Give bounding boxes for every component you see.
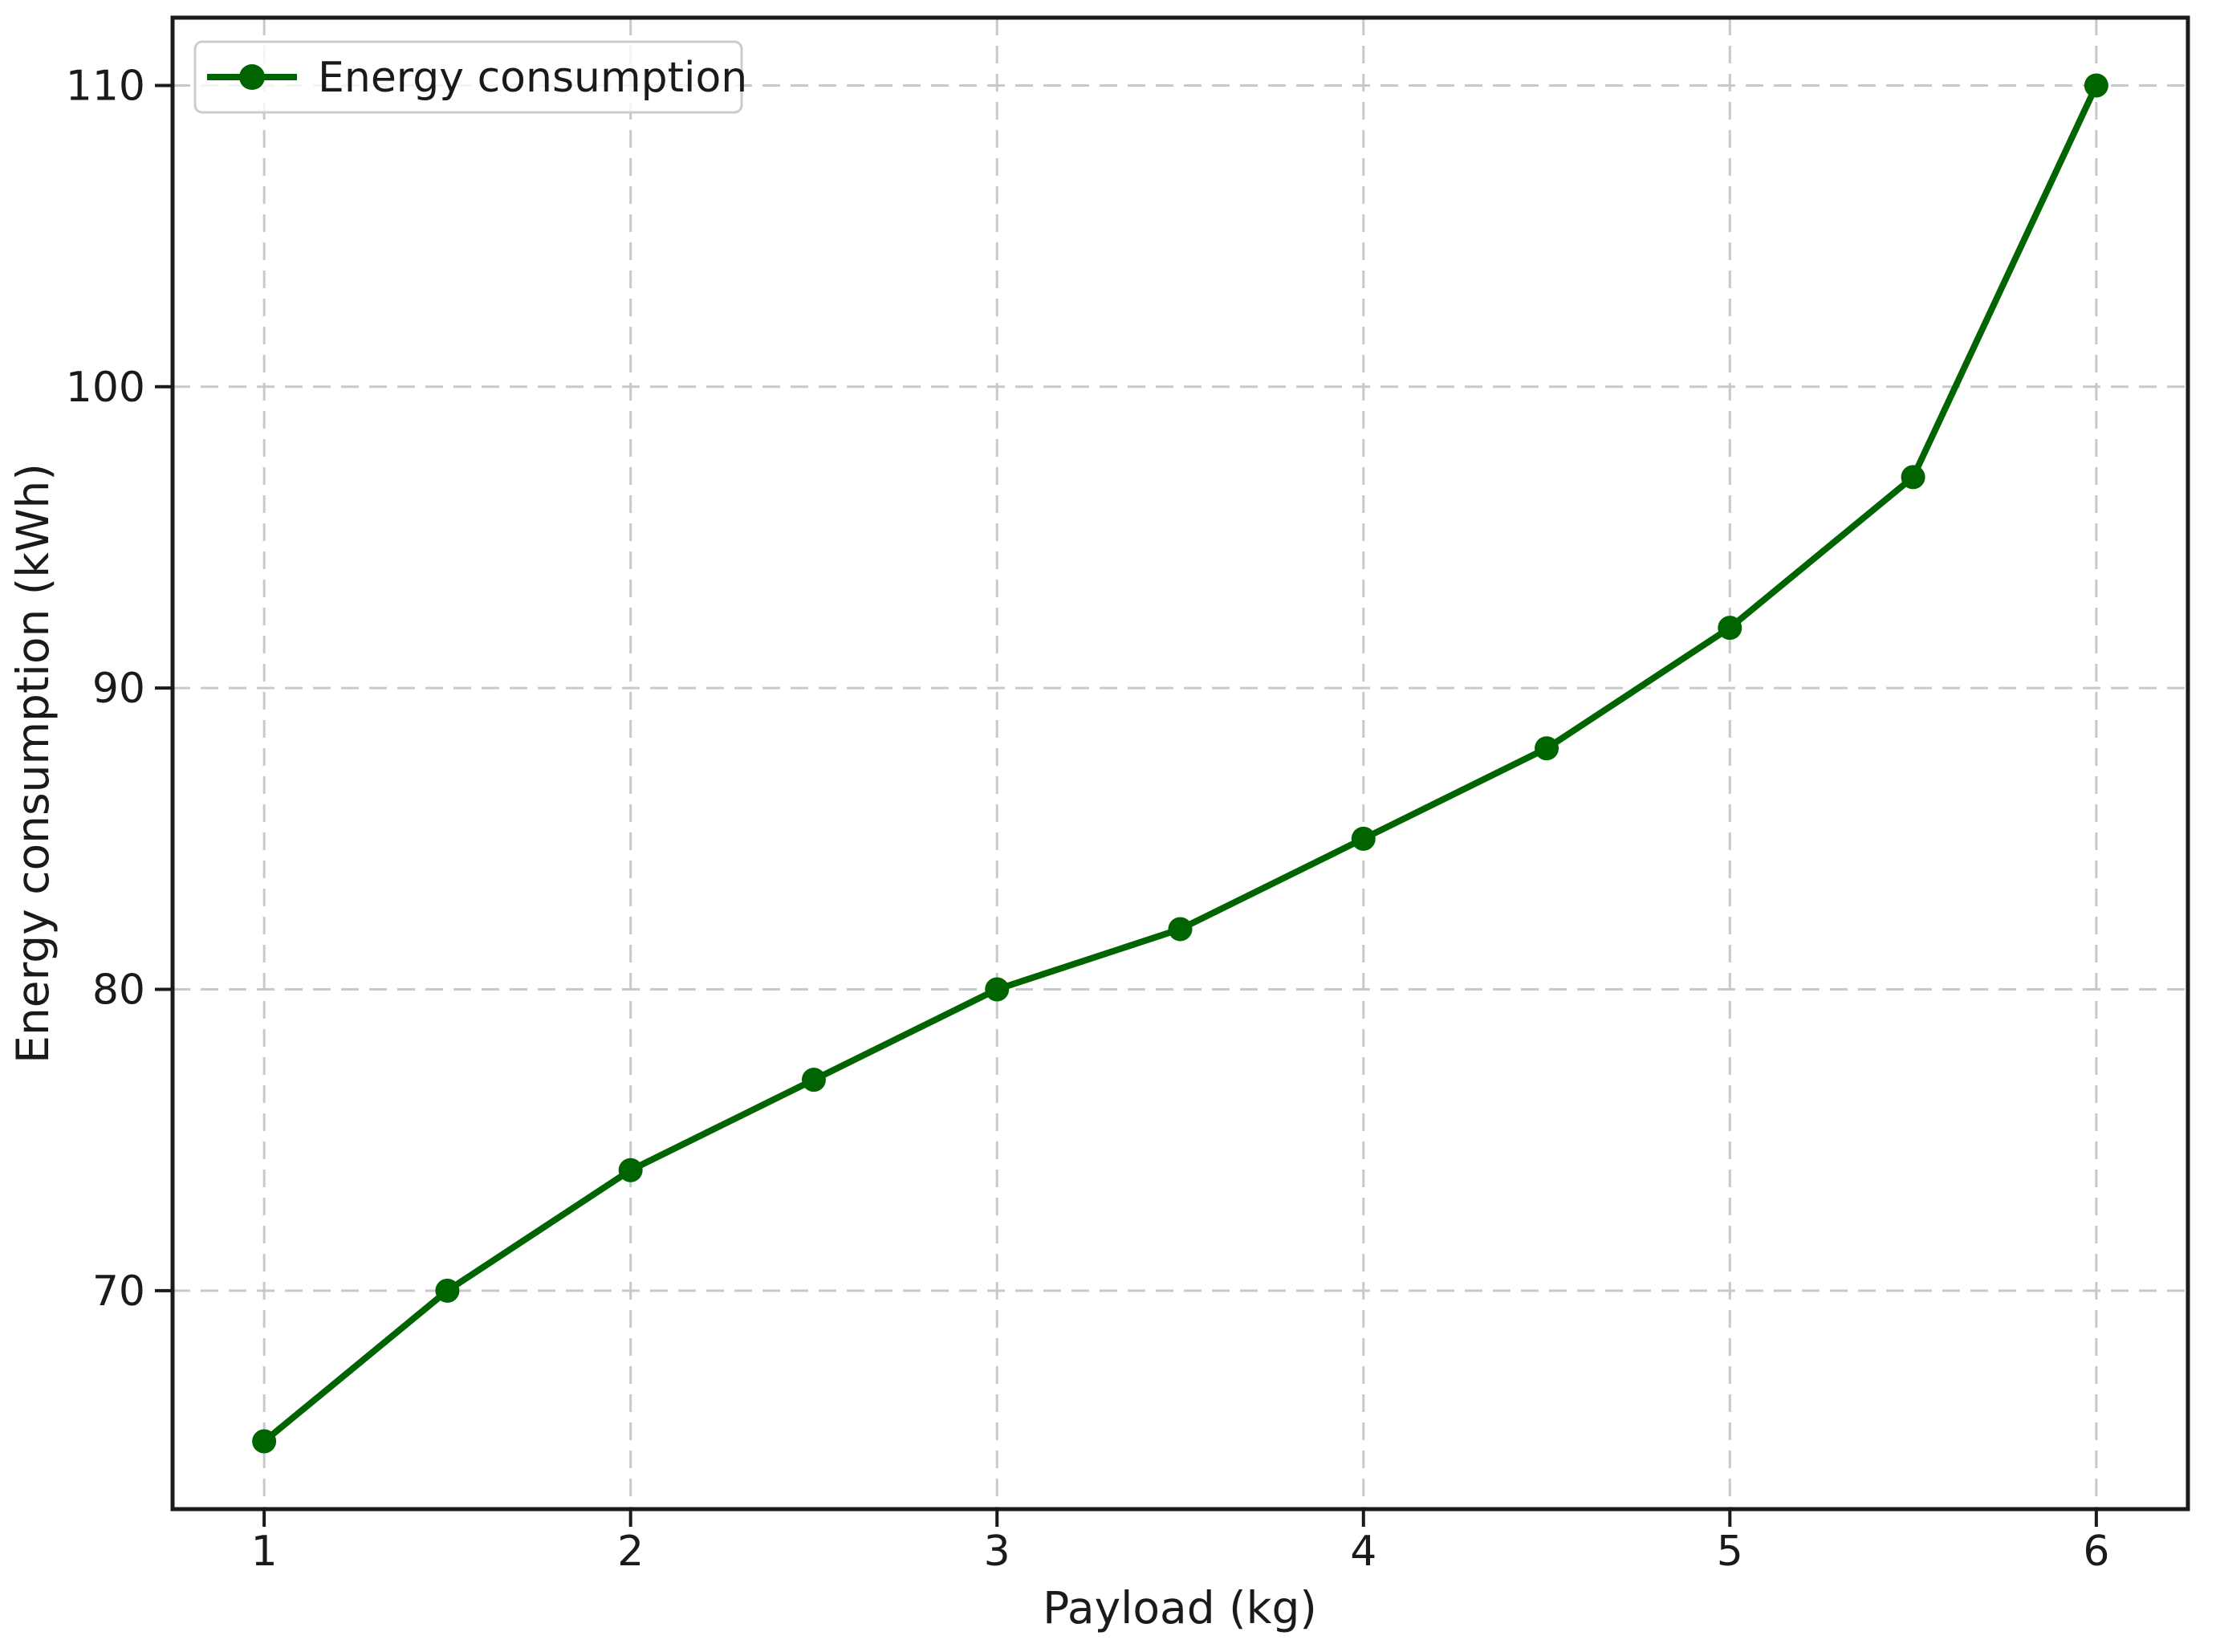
y-tick-label: 110 [66,62,145,110]
legend-sample-marker [239,64,265,90]
data-point-marker [1901,465,1925,490]
x-tick-label: 3 [984,1528,1010,1576]
data-point-marker [1535,736,1559,761]
x-tick-label: 6 [2083,1528,2109,1576]
y-axis-label: Energy consumption (kWh) [7,463,59,1064]
legend-box [193,40,743,114]
y-tick-label: 80 [92,966,145,1015]
series-energy-consumption [252,73,2108,1454]
x-axis-ticks: 1 2 3 4 5 6 [251,1509,2109,1576]
y-axis-ticks: 70 80 90 100 110 [66,62,173,1316]
series-line [261,82,2100,1445]
x-tick-label: 5 [1717,1528,1743,1576]
y-tick-label: 100 [66,364,145,412]
data-point-marker [801,1068,826,1093]
data-point-marker [252,1429,277,1454]
legend-label: Energy consumption [318,54,747,102]
y-tick-label: 90 [92,665,145,713]
data-point-marker [1351,826,1376,851]
data-point-marker [1718,616,1742,641]
x-axis-label: Payload (kg) [1043,1582,1317,1634]
plot-border [170,15,2190,1512]
data-point-marker [618,1158,643,1182]
data-point-marker [985,977,1010,1002]
gridlines [173,18,2188,1509]
legend: Energy consumption [193,40,747,114]
data-point-marker [1168,917,1193,942]
data-point-marker [2084,73,2108,98]
x-tick-label: 4 [1350,1528,1376,1576]
x-tick-label: 2 [617,1528,644,1576]
x-tick-label: 1 [251,1528,278,1576]
data-point-marker [435,1278,460,1303]
y-tick-label: 70 [92,1267,145,1316]
